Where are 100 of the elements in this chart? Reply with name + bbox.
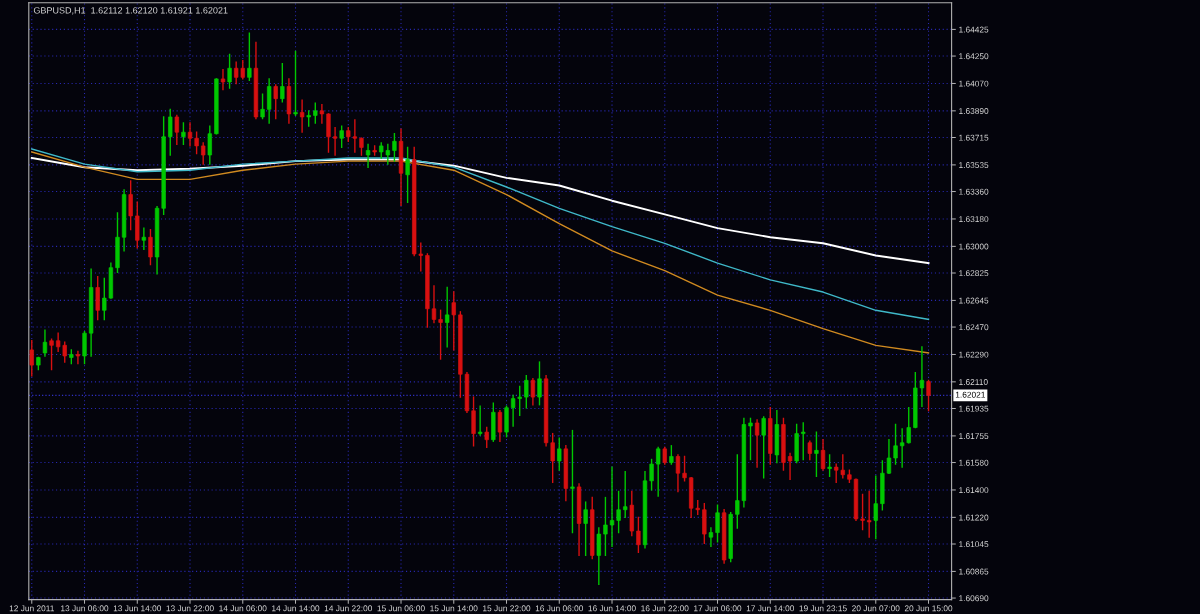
- candlestick: [656, 446, 661, 497]
- candlestick: [609, 466, 615, 547]
- line-series: [31, 148, 930, 321]
- y-tick-label: 1.64425: [959, 26, 989, 33]
- candlestick: [497, 410, 503, 442]
- candlestick: [860, 493, 865, 531]
- candlestick: [748, 417, 753, 461]
- x-tick-label: 13 Jun 06:00: [61, 605, 109, 612]
- x-tick-label: 16 Jun 22:00: [641, 605, 689, 612]
- candlestick: [636, 516, 641, 554]
- y-tick-label: 1.61755: [959, 433, 989, 440]
- x-tick-label: 12 Jun 2011: [9, 605, 54, 612]
- candlestick: [524, 375, 529, 409]
- y-tick-label: 1.61220: [959, 514, 989, 521]
- x-tick-label: 13 Jun 22:00: [166, 605, 214, 612]
- candlestick: [675, 454, 681, 493]
- y-tick-label: 1.62645: [959, 297, 989, 304]
- candlestick: [95, 276, 100, 321]
- candlestick: [787, 452, 793, 480]
- candlestick: [445, 286, 450, 348]
- x-tick-label: 16 Jun 06:00: [535, 605, 584, 612]
- y-tick-label: 1.60865: [959, 568, 989, 575]
- candlestick: [280, 62, 285, 103]
- y-tick-label: 1.63180: [959, 216, 989, 223]
- candlestick: [537, 361, 542, 406]
- y-tick-label: 1.63890: [959, 108, 989, 114]
- y-tick-label: 1.61045: [959, 541, 989, 548]
- y-tick-label: 1.63360: [959, 188, 989, 195]
- x-tick-label: 14 Jun 22:00: [324, 605, 373, 612]
- candlestick: [616, 490, 621, 534]
- candlestick: [715, 504, 720, 543]
- x-tick-label: 15 Jun 14:00: [430, 605, 478, 612]
- candlestick: [181, 122, 186, 146]
- candlestick: [557, 437, 562, 471]
- candlestick: [148, 228, 153, 266]
- x-tick-label: 14 Jun 06:00: [219, 605, 267, 612]
- candlestick: [438, 309, 443, 360]
- candlestick: [926, 379, 931, 412]
- x-tick-label: 17 Jun 06:00: [694, 605, 742, 612]
- candlestick: [227, 53, 232, 89]
- candlestick: [431, 285, 437, 324]
- candlestick: [405, 146, 410, 203]
- candlestick: [313, 102, 318, 124]
- y-tick-label: 1.62110: [959, 379, 988, 385]
- candlestick: [477, 405, 483, 436]
- candlestick: [293, 50, 298, 117]
- candlestick: [319, 104, 325, 124]
- y-tick-label: 1.62470: [959, 324, 989, 331]
- chart-title: GBPUSD,H1 1.62112 1.62120 1.61921 1.62021: [33, 7, 228, 15]
- y-tick-label: 1.63000: [959, 243, 989, 250]
- candlestick: [827, 454, 832, 477]
- candlestick: [603, 496, 608, 557]
- candlestick: [392, 133, 397, 162]
- candlestick: [141, 227, 147, 251]
- candlestick: [596, 527, 601, 586]
- x-tick-label: 13 Jun 14:00: [113, 605, 162, 612]
- candlestick: [201, 142, 206, 165]
- y-tick-label: 1.62825: [959, 270, 989, 277]
- ref-line-label: 1.62021: [955, 391, 986, 398]
- y-tick-label: 1.63535: [959, 162, 989, 169]
- line-series: [30, 157, 930, 265]
- candlestick: [220, 69, 226, 91]
- x-tick-label: 20 Jun 15:00: [904, 605, 953, 612]
- candlestick: [187, 122, 193, 147]
- candlestick: [623, 470, 628, 519]
- x-tick-label: 16 Jun 14:00: [588, 605, 636, 612]
- y-tick-label: 1.61935: [959, 405, 989, 412]
- candlestick: [266, 78, 272, 124]
- x-tick-label: 20 Jun 07:00: [852, 605, 900, 612]
- candlestick: [247, 32, 252, 82]
- candlestick: [893, 423, 898, 465]
- candlestick: [471, 396, 476, 447]
- candlestick: [570, 429, 575, 534]
- candlestick: [669, 445, 674, 465]
- candlestick: [326, 113, 331, 153]
- candlestick: [649, 458, 654, 491]
- x-tick-label: 15 Jun 06:00: [377, 605, 425, 612]
- candlestick: [42, 329, 48, 357]
- candlestick: [75, 350, 81, 365]
- x-tick-label: 19 Jun 23:15: [799, 605, 847, 612]
- candlestick: [530, 378, 536, 406]
- candlestick: [29, 340, 34, 377]
- candlestick: [299, 99, 305, 133]
- candlestick: [128, 180, 133, 231]
- y-tick-label: 1.63715: [959, 134, 989, 141]
- candlestick: [365, 143, 371, 168]
- candlestick: [708, 527, 714, 547]
- x-tick-label: 14 Jun 14:00: [272, 605, 320, 612]
- candlestick: [867, 490, 872, 538]
- candlestick: [82, 330, 87, 365]
- candlestick: [194, 131, 199, 155]
- candlestick: [451, 291, 456, 351]
- x-tick-label: 17 Jun 14:00: [746, 605, 795, 612]
- candlestick: [332, 126, 338, 156]
- candlestick: [339, 125, 344, 149]
- y-tick-label: 1.61400: [959, 487, 989, 494]
- candlestick: [820, 439, 826, 471]
- candlestick: [761, 416, 766, 479]
- y-tick-label: 1.62290: [959, 351, 989, 358]
- x-tick-label: 15 Jun 22:00: [483, 605, 531, 612]
